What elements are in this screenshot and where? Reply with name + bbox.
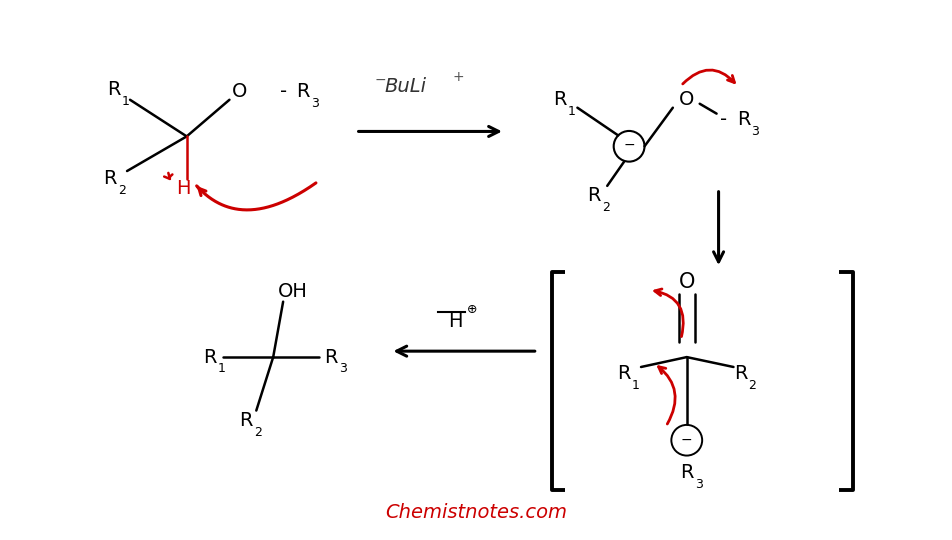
Text: R: R	[737, 110, 750, 129]
Text: H: H	[176, 179, 191, 198]
Text: 2: 2	[254, 426, 262, 439]
Text: O: O	[231, 83, 248, 102]
Text: R: R	[553, 90, 566, 109]
Text: R: R	[240, 411, 253, 430]
Text: R: R	[324, 348, 338, 367]
Text: -: -	[720, 110, 727, 129]
Text: H: H	[447, 312, 463, 331]
Text: 3: 3	[695, 478, 703, 491]
Text: R: R	[296, 83, 309, 102]
Text: ⊕: ⊕	[466, 303, 477, 316]
Text: R: R	[203, 348, 216, 367]
Text: 1: 1	[567, 105, 575, 118]
Text: −: −	[681, 433, 692, 447]
Text: -: -	[280, 83, 287, 102]
Text: O: O	[679, 90, 694, 109]
Text: 1: 1	[632, 379, 640, 392]
Text: 2: 2	[603, 201, 610, 214]
Text: 3: 3	[339, 362, 347, 375]
Text: 3: 3	[751, 125, 760, 138]
Text: R: R	[618, 364, 631, 383]
Text: R: R	[734, 364, 747, 383]
Text: R: R	[108, 80, 121, 99]
Text: 3: 3	[311, 97, 319, 110]
Text: 1: 1	[218, 362, 226, 375]
Text: Chemistnotes.com: Chemistnotes.com	[385, 503, 567, 522]
Text: R: R	[680, 463, 693, 482]
Text: OH: OH	[278, 282, 308, 301]
Text: 2: 2	[118, 184, 126, 197]
Text: BuLi: BuLi	[385, 77, 426, 97]
Text: O: O	[679, 272, 695, 292]
Text: −: −	[375, 73, 387, 87]
Text: R: R	[587, 186, 601, 205]
Text: +: +	[452, 70, 464, 84]
Text: −: −	[624, 138, 635, 152]
Text: 2: 2	[748, 379, 756, 392]
Text: 1: 1	[122, 95, 130, 108]
Text: R: R	[104, 170, 117, 188]
